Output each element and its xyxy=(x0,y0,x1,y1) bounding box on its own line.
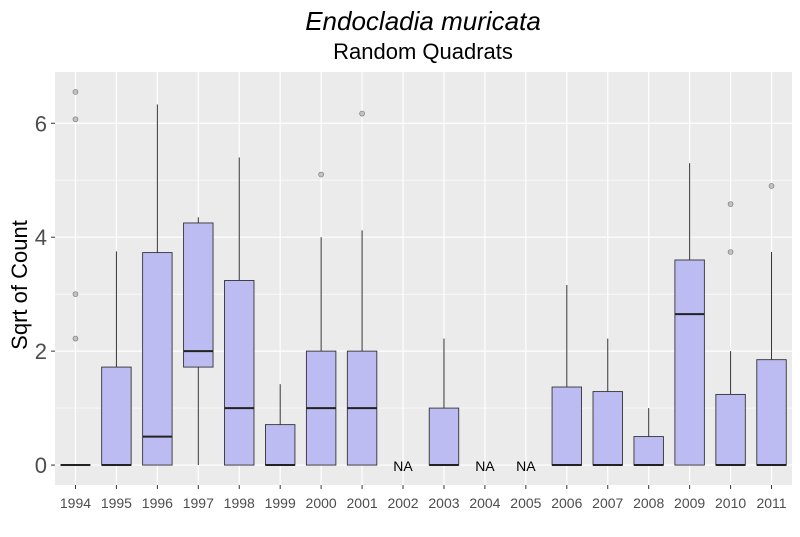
na-label: NA xyxy=(393,458,413,474)
box-2003 xyxy=(428,338,460,467)
y-axis-title: Sqrt of Count xyxy=(7,220,32,350)
box-1994 xyxy=(60,89,91,467)
box-2008 xyxy=(633,408,664,467)
y-axis: 0 2 4 6 xyxy=(35,111,55,478)
x-axis: 1994 1995 1996 1997 1998 1999 2000 2001 2002 2003… xyxy=(60,485,787,511)
x-tick-label: 1994 xyxy=(60,495,91,511)
outlier-point xyxy=(72,89,79,95)
box-iqr xyxy=(633,436,664,466)
box-1996 xyxy=(142,104,173,466)
box-iqr xyxy=(265,424,296,466)
x-tick-label: 1995 xyxy=(101,495,132,511)
box-layer: NA NA NA xyxy=(60,89,787,474)
box-1997 xyxy=(183,217,214,466)
outlier-point xyxy=(72,116,79,123)
outlier-point xyxy=(768,183,775,189)
outlier-point xyxy=(727,249,734,255)
box-iqr xyxy=(183,222,214,368)
x-tick-label: 1997 xyxy=(183,495,214,511)
box-2000 xyxy=(305,171,337,466)
x-tick-label: 2002 xyxy=(387,495,418,511)
box-iqr xyxy=(428,407,460,466)
box-2001 xyxy=(346,110,378,466)
outlier-point xyxy=(318,171,324,178)
box-2011 xyxy=(756,183,787,467)
x-tick-label: 1998 xyxy=(224,495,255,511)
x-tick-label: 2009 xyxy=(674,495,705,511)
x-tick-label: 2007 xyxy=(592,495,623,511)
box-1995 xyxy=(101,251,132,467)
box-iqr xyxy=(674,259,705,466)
plot-panel xyxy=(55,72,792,485)
chart-title: Endocladia muricata xyxy=(305,6,541,36)
x-tick-label: 2005 xyxy=(510,495,541,511)
y-tick-label: 4 xyxy=(35,225,47,250)
y-tick-label: 6 xyxy=(35,111,47,136)
box-iqr xyxy=(101,366,132,466)
outlier-point xyxy=(72,335,79,342)
x-tick-label: 2011 xyxy=(756,495,786,511)
x-tick-label: 2000 xyxy=(306,495,337,511)
x-tick-label: 2001 xyxy=(347,495,378,511)
x-tick-label: 1999 xyxy=(265,495,296,511)
box-iqr xyxy=(142,252,173,466)
y-tick-label: 0 xyxy=(35,453,47,478)
na-label: NA xyxy=(475,458,495,474)
box-2009 xyxy=(674,163,705,466)
box-iqr xyxy=(592,391,623,466)
box-2006 xyxy=(551,285,582,467)
outlier-point xyxy=(72,291,79,297)
x-tick-label: 2008 xyxy=(633,495,664,511)
na-label: NA xyxy=(516,458,536,474)
x-tick-label: 2006 xyxy=(551,495,582,511)
x-tick-label: 2003 xyxy=(428,495,459,511)
box-1999 xyxy=(265,384,296,467)
box-iqr xyxy=(756,359,787,466)
x-tick-label: 1996 xyxy=(142,495,173,511)
box-iqr xyxy=(224,280,255,466)
chart-subtitle: Random Quadrats xyxy=(333,39,513,64)
x-tick-label: 2010 xyxy=(715,495,746,511)
box-iqr xyxy=(551,386,582,466)
box-1998 xyxy=(224,157,255,466)
x-tick-label: 2004 xyxy=(469,495,500,511)
box-iqr xyxy=(715,393,746,466)
y-tick-label: 2 xyxy=(35,339,47,364)
box-2007 xyxy=(592,338,623,467)
outlier-point xyxy=(359,110,365,117)
box-2010 xyxy=(715,201,746,467)
outlier-point xyxy=(727,201,734,207)
